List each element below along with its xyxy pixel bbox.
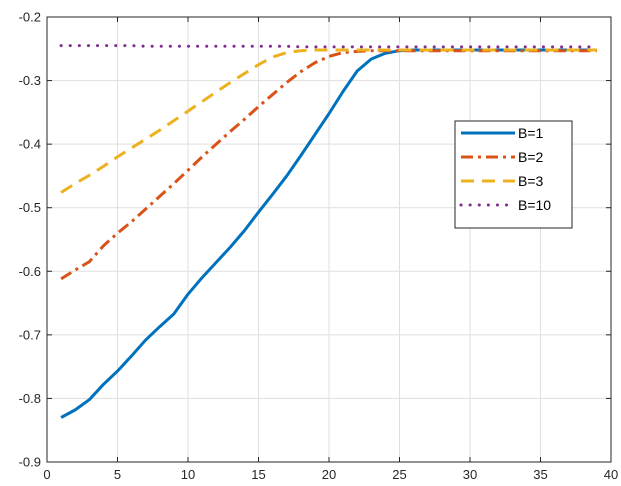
x-tick-label: 35: [533, 467, 547, 482]
x-tick-label: 30: [463, 467, 477, 482]
series-line-b-10: [59, 44, 599, 49]
x-tick-labels: 0 5 10 15 20 25 30 35 40: [43, 467, 618, 482]
y-tick-label: -0.2: [19, 10, 41, 25]
legend-label: B=3: [518, 173, 544, 189]
series-line-b-3: [60, 48, 597, 194]
y-tick-label: -0.8: [19, 391, 41, 406]
y-tick-label: -0.7: [19, 327, 41, 342]
x-tick-label: 40: [604, 467, 618, 482]
y-tick-label: -0.5: [19, 200, 41, 215]
x-tick-label: 15: [251, 467, 265, 482]
y-tick-label: -0.4: [19, 137, 41, 152]
y-tick-label: -0.9: [19, 455, 41, 470]
y-tick-label: -0.6: [19, 264, 41, 279]
x-tick-label: 25: [392, 467, 406, 482]
x-tick-label: 10: [181, 467, 195, 482]
legend-label: B=1: [518, 125, 544, 141]
legend-label: B=2: [518, 149, 544, 165]
y-tick-labels: -0.9 -0.8 -0.7 -0.6 -0.5 -0.4 -0.3 -0.2: [19, 10, 41, 470]
legend: B=1 B=2 B=3 B=10: [454, 120, 573, 229]
y-tick-label: -0.3: [19, 73, 41, 88]
legend-label: B=10: [518, 197, 551, 213]
series-layer: [59, 44, 599, 419]
axis-ticks: [46, 16, 612, 463]
legend-box: [454, 120, 573, 229]
x-tick-label: 5: [114, 467, 121, 482]
x-tick-label: 0: [43, 467, 50, 482]
x-tick-label: 20: [322, 467, 336, 482]
